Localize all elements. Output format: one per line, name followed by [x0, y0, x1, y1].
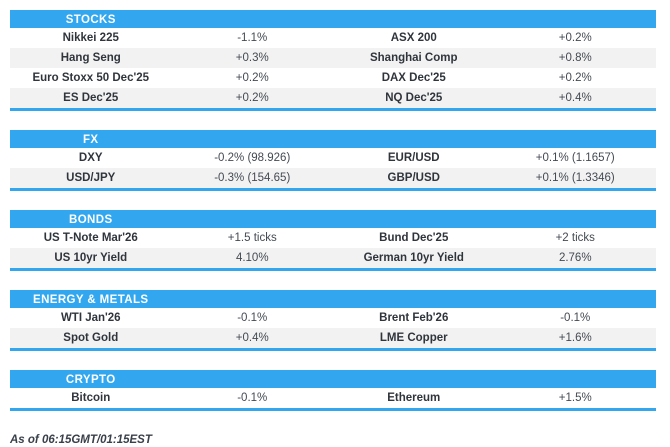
timestamp-note: As of 06:15GMT/01:15EST — [10, 434, 152, 446]
instrument-change: +0.4% — [235, 332, 269, 344]
instrument-name: Nikkei 225 — [62, 32, 119, 44]
section-header: STOCKS — [10, 10, 656, 28]
instrument-change: -0.2% (98.926) — [214, 152, 291, 164]
instrument-change: 4.10% — [235, 252, 269, 264]
instrument-change: -0.1% — [560, 312, 591, 324]
instrument-change: +0.3% — [235, 52, 269, 64]
instrument-name: EUR/USD — [387, 152, 440, 164]
market-tables: STOCKS Nikkei 225 -1.1% ASX 200 +0.2% Hang S… — [10, 10, 670, 411]
instrument-change: +2 ticks — [555, 232, 595, 244]
instrument-name: NQ Dec'25 — [385, 92, 443, 104]
section-header: FX — [10, 130, 656, 148]
instrument-name: USD/JPY — [66, 172, 116, 184]
instrument-change: +0.2% — [558, 32, 592, 44]
table-row: ES Dec'25 +0.2% NQ Dec'25 +0.4% — [10, 88, 656, 108]
instrument-change: +0.4% — [558, 92, 592, 104]
instrument-name: ES Dec'25 — [63, 92, 119, 104]
instrument-name: DAX Dec'25 — [381, 72, 446, 84]
quotes-table: WTI Jan'26 -0.1% Brent Feb'26 -0.1% Spot Gol… — [10, 308, 656, 348]
table-row: Spot Gold +0.4% LME Copper +1.6% — [10, 328, 656, 348]
section-bonds: BONDS US T-Note Mar'26 +1.5 ticks Bund Dec… — [10, 210, 656, 271]
table-row: US T-Note Mar'26 +1.5 ticks Bund Dec'25 +2 … — [10, 228, 656, 248]
instrument-name: US T-Note Mar'26 — [43, 232, 138, 244]
quotes-table: US T-Note Mar'26 +1.5 ticks Bund Dec'25 +2 … — [10, 228, 656, 268]
quotes-table: Bitcoin -0.1% Ethereum +1.5% — [10, 388, 656, 408]
table-row: DXY -0.2% (98.926) EUR/USD +0.1% (1.1657) — [10, 148, 656, 168]
instrument-name: WTI Jan'26 — [60, 312, 121, 324]
instrument-change: 2.76% — [558, 252, 592, 264]
instrument-change: -0.1% — [237, 312, 268, 324]
section-header: ENERGY & METALS — [10, 290, 656, 308]
instrument-name: Brent Feb'26 — [379, 312, 449, 324]
instrument-name: Spot Gold — [63, 332, 119, 344]
instrument-change: -1.1% — [237, 32, 268, 44]
instrument-name: US 10yr Yield — [54, 252, 128, 264]
section-energy-metals: ENERGY & METALS WTI Jan'26 -0.1% Brent Feb… — [10, 290, 656, 351]
instrument-name: Euro Stoxx 50 Dec'25 — [32, 72, 149, 84]
section-title: STOCKS — [65, 14, 116, 26]
section-header: CRYPTO — [10, 370, 656, 388]
instrument-change: +1.6% — [558, 332, 592, 344]
instrument-name: German 10yr Yield — [363, 252, 464, 264]
section-title: BONDS — [68, 214, 113, 226]
instrument-name: Hang Seng — [60, 52, 121, 64]
section-fx: FX DXY -0.2% (98.926) EUR/USD +0.1% (1.1657… — [10, 130, 656, 191]
instrument-change: -0.3% (154.65) — [214, 172, 291, 184]
section-title: CRYPTO — [65, 374, 116, 386]
quotes-table: Nikkei 225 -1.1% ASX 200 +0.2% Hang Seng +0.3… — [10, 28, 656, 108]
instrument-change: +1.5 ticks — [227, 232, 277, 244]
instrument-name: Ethereum — [387, 392, 441, 404]
instrument-name: LME Copper — [379, 332, 448, 344]
table-row: USD/JPY -0.3% (154.65) GBP/USD +0.1% (1.334… — [10, 168, 656, 188]
instrument-name: Bitcoin — [71, 392, 111, 404]
instrument-change: +0.1% (1.3346) — [535, 172, 615, 184]
section-crypto: CRYPTO Bitcoin -0.1% Ethereum +1.5% — [10, 370, 656, 411]
instrument-change: +0.2% — [235, 92, 269, 104]
instrument-name: Shanghai Comp — [369, 52, 458, 64]
table-row: Bitcoin -0.1% Ethereum +1.5% — [10, 388, 656, 408]
instrument-name: Bund Dec'25 — [379, 232, 449, 244]
quotes-table: DXY -0.2% (98.926) EUR/USD +0.1% (1.1657) US… — [10, 148, 656, 188]
instrument-change: -0.1% — [237, 392, 268, 404]
section-stocks: STOCKS Nikkei 225 -1.1% ASX 200 +0.2% Hang S… — [10, 10, 656, 111]
instrument-change: +0.2% — [558, 72, 592, 84]
section-header: BONDS — [10, 210, 656, 228]
instrument-name: GBP/USD — [387, 172, 440, 184]
table-row: US 10yr Yield 4.10% German 10yr Yield 2.76% — [10, 248, 656, 268]
table-row: WTI Jan'26 -0.1% Brent Feb'26 -0.1% — [10, 308, 656, 328]
table-row: Euro Stoxx 50 Dec'25 +0.2% DAX Dec'25 +0.2% — [10, 68, 656, 88]
instrument-change: +0.1% (1.1657) — [535, 152, 615, 164]
instrument-name: DXY — [78, 152, 103, 164]
instrument-name: ASX 200 — [390, 32, 437, 44]
table-row: Hang Seng +0.3% Shanghai Comp +0.8% — [10, 48, 656, 68]
instrument-change: +0.8% — [558, 52, 592, 64]
instrument-change: +1.5% — [558, 392, 592, 404]
instrument-change: +0.2% — [235, 72, 269, 84]
section-title: FX — [83, 134, 99, 146]
table-row: Nikkei 225 -1.1% ASX 200 +0.2% — [10, 28, 656, 48]
section-title: ENERGY & METALS — [33, 294, 149, 306]
